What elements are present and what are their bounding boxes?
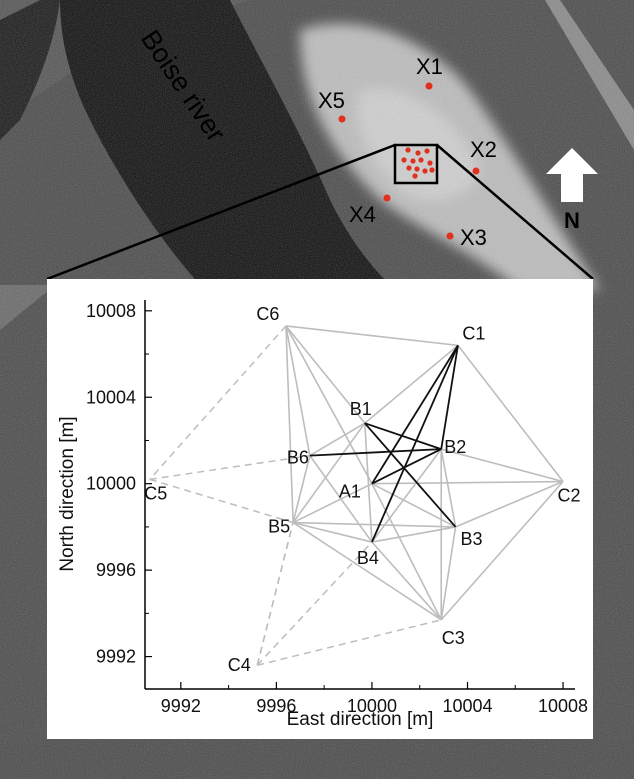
marker-x4: X4 [349, 194, 391, 227]
x-tick-label: 10008 [538, 696, 588, 716]
edge-b4-c3 [371, 541, 442, 621]
station-dot [412, 173, 418, 179]
edge-a1-c2 [371, 480, 564, 485]
inset-box [393, 143, 439, 185]
y-tick-label: 10004 [86, 387, 136, 407]
marker-x3-label: X3 [460, 225, 487, 250]
y-axis-label: North direction [m] [57, 416, 78, 571]
edge-c6-c1 [285, 325, 459, 347]
edge-c6-b1 [285, 325, 366, 424]
edge-b6-b4 [309, 455, 373, 543]
station-dot [405, 147, 411, 153]
edge-b5-c3 [292, 521, 442, 621]
edge-c6-c5 [149, 325, 287, 480]
edge-c1-b1 [364, 344, 459, 424]
edge-c6-a1 [285, 325, 373, 485]
edge-b6-b2 [309, 448, 442, 457]
node-label-c4: C4 [228, 655, 251, 675]
edge-a1-b2 [371, 448, 442, 485]
edge-a1-c3 [371, 483, 442, 621]
marker-x1: X1 [416, 54, 443, 90]
station-dot [427, 160, 433, 166]
axis-ticks: 9992 9996 10000 10004 10008 9992 9996 10000 1000… [86, 301, 588, 716]
station-dot [418, 157, 424, 163]
y-tick-label: 10000 [86, 474, 136, 494]
edge-b2-b3 [440, 448, 457, 528]
x-tick-label: 10000 [347, 696, 397, 716]
marker-x2: X2 [470, 137, 497, 175]
station-dot [410, 158, 416, 164]
zoom-line-right [436, 144, 594, 280]
x-tick-label: 9992 [161, 696, 201, 716]
node-label-c2: C2 [558, 486, 581, 506]
x-axis-label: East direction [m] [287, 709, 434, 730]
edge-c5-b6 [149, 454, 310, 481]
zoom-line-left [46, 143, 396, 281]
edge-b1-b2 [364, 422, 442, 450]
station-dot [429, 167, 435, 173]
network-edges [149, 325, 564, 666]
edge-b5-b6 [292, 455, 311, 523]
station-dot [414, 166, 420, 172]
edge-b1-b4 [363, 423, 373, 543]
edge-c4-c3 [257, 619, 442, 666]
station-dot [415, 150, 421, 156]
edge-b2-c2 [441, 448, 564, 483]
edge-b5-b1 [292, 422, 366, 524]
edge-b1-b3 [364, 422, 457, 528]
edge-c1-a1 [371, 344, 459, 485]
edge-a1-b5 [292, 482, 373, 524]
north-arrow-icon [546, 148, 598, 202]
node-label-c1: C1 [462, 323, 485, 343]
edge-c4-b4 [256, 541, 373, 666]
y-tick-label: 10008 [86, 301, 136, 321]
x-tick-label: 10004 [442, 696, 492, 716]
y-tick-label: 9996 [96, 560, 136, 580]
edge-c1-c2 [457, 344, 564, 483]
node-label-b1: B1 [350, 399, 372, 419]
node-label-b4: B4 [357, 548, 379, 568]
marker-x5-label: X5 [318, 88, 345, 113]
station-dot [422, 168, 428, 174]
edge-b5-b3 [293, 521, 456, 528]
node-label-b2: B2 [444, 437, 466, 457]
node-label-c5: C5 [144, 483, 167, 503]
marker-x1-label: X1 [416, 54, 443, 79]
network-nodes: A1 B1 B2 B3 B4 B5 B6 C1 C2 C3 C4 C5 C6 [144, 304, 580, 675]
edge-b5-b4 [292, 521, 373, 543]
node-label-a1: A1 [339, 482, 361, 502]
station-cluster [401, 147, 435, 179]
y-tick-label: 9992 [96, 647, 136, 667]
plot-area: 9992 9996 10000 10004 10008 9992 9996 10000 1000… [86, 300, 588, 716]
node-label-c6: C6 [256, 304, 279, 324]
edge-c2-c3 [440, 481, 564, 621]
edge-c6-b5 [285, 325, 294, 523]
edge-c1-b2 [440, 345, 459, 450]
edge-b6-b1 [309, 422, 366, 457]
edge-b4-b3 [371, 526, 456, 543]
edge-a1-b3 [371, 482, 456, 528]
north-label: N [564, 208, 580, 233]
station-dot [401, 157, 407, 163]
node-label-b5: B5 [268, 517, 290, 537]
marker-x5: X5 [318, 88, 346, 123]
marker-x2-label: X2 [470, 137, 497, 162]
station-dot [424, 148, 430, 154]
node-label-b3: B3 [461, 529, 483, 549]
node-label-c3: C3 [442, 628, 465, 648]
edge-b3-c2 [455, 480, 564, 528]
station-dot [406, 165, 412, 171]
edge-b2-b4 [371, 448, 442, 543]
marker-x4-label: X4 [349, 202, 376, 227]
x-tick-label: 9996 [256, 696, 296, 716]
marker-x3: X3 [446, 225, 487, 250]
edge-c5-b5 [149, 478, 294, 524]
edge-c6-b6 [285, 325, 311, 456]
node-label-b6: B6 [287, 448, 309, 468]
edge-c1-b4 [371, 345, 459, 543]
edge-b3-c3 [440, 526, 457, 620]
